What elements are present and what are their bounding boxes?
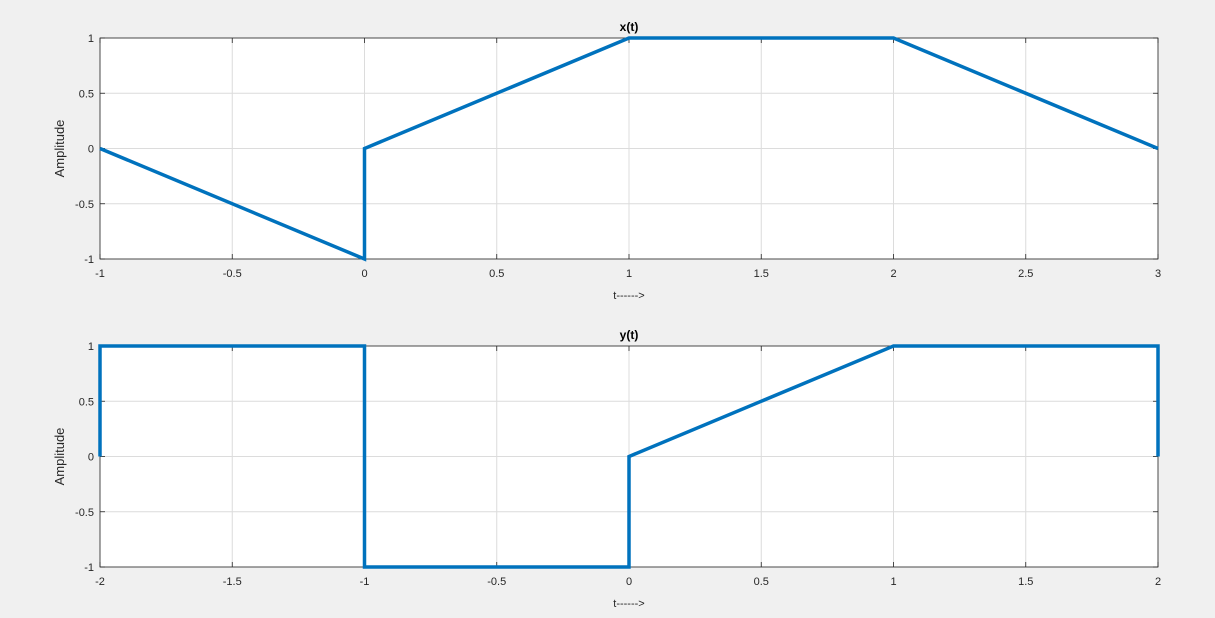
x-tick-label: 0.5 (754, 576, 769, 588)
y-tick-label: 0 (88, 144, 94, 156)
x-axis-label: t------> (613, 290, 644, 302)
x-tick-label: 0 (626, 576, 632, 588)
x-tick-label: 1 (626, 268, 632, 280)
x-tick-label: 0 (361, 268, 367, 280)
y-tick-label: -1 (84, 562, 94, 574)
chart-title: y(t) (620, 328, 639, 342)
subplot-y: -2 -1.5 -1 -0.5 0 0.5 1 1.5 2 -1 -0.5 0 0.5 1 y(t) t-… (52, 328, 1161, 610)
y-tick-label: 1 (88, 33, 94, 45)
grid-lines (99, 37, 1159, 260)
x-tick-label: -1 (95, 268, 105, 280)
y-tick-label: -1 (84, 254, 94, 266)
plot-series (98, 344, 1160, 569)
x-tick-label: 1.5 (1018, 576, 1033, 588)
x-tick-label: -1 (360, 576, 370, 588)
chart-title: x(t) (620, 20, 639, 34)
x-tick-label: 1 (890, 576, 896, 588)
x-tick-label: 2.5 (1018, 268, 1033, 280)
x-tick-label: 0.5 (489, 268, 504, 280)
x-tick-label: -0.5 (223, 268, 242, 280)
x-tick-label: 2 (890, 268, 896, 280)
series-line (98, 344, 1160, 569)
x-tick-label: 2 (1155, 576, 1161, 588)
y-tick-label: 1 (88, 341, 94, 353)
plot-series (99, 36, 1159, 262)
y-axis-label: Amplitude (52, 120, 67, 178)
ticks: -1 -0.5 0 0.5 1 1.5 2 2.5 3 -1 -0.5 0 0.5 1 (75, 33, 1161, 280)
series-line (99, 36, 1159, 262)
x-tick-label: 3 (1155, 268, 1161, 280)
x-axis-label: t------> (613, 598, 644, 610)
y-tick-label: -0.5 (75, 507, 94, 519)
subplot-x: -1 -0.5 0 0.5 1 1.5 2 2.5 3 -1 -0.5 0 0.5 1 x(t) t---… (52, 20, 1161, 302)
x-tick-label: -1.5 (223, 576, 242, 588)
y-tick-label: -0.5 (75, 199, 94, 211)
y-axis-label: Amplitude (52, 428, 67, 486)
ticks: -2 -1.5 -1 -0.5 0 0.5 1 1.5 2 -1 -0.5 0 0.5 1 (75, 341, 1161, 588)
x-tick-label: -2 (95, 576, 105, 588)
x-tick-label: -0.5 (487, 576, 506, 588)
y-tick-label: 0.5 (79, 396, 94, 408)
y-tick-label: 0 (88, 452, 94, 464)
y-tick-label: 0.5 (79, 88, 94, 100)
x-tick-label: 1.5 (754, 268, 769, 280)
